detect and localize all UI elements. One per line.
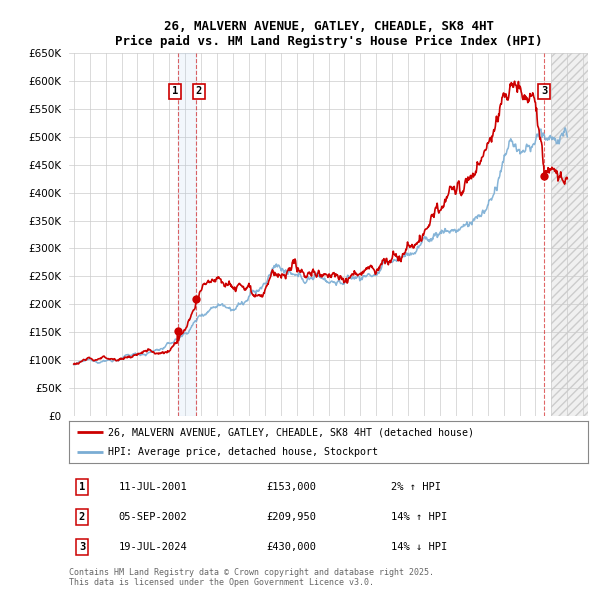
Text: HPI: Average price, detached house, Stockport: HPI: Average price, detached house, Stoc… [108,447,378,457]
Text: £153,000: £153,000 [266,482,316,492]
Text: £430,000: £430,000 [266,542,316,552]
Text: 05-SEP-2002: 05-SEP-2002 [118,512,187,522]
Text: Contains HM Land Registry data © Crown copyright and database right 2025.
This d: Contains HM Land Registry data © Crown c… [69,568,434,587]
Bar [178,53,196,416]
Text: 26, MALVERN AVENUE, GATLEY, CHEADLE, SK8 4HT (detached house): 26, MALVERN AVENUE, GATLEY, CHEADLE, SK8… [108,427,474,437]
Text: 14% ↓ HPI: 14% ↓ HPI [391,542,447,552]
Bar [551,53,588,416]
Text: 2: 2 [196,86,202,96]
Text: 14% ↑ HPI: 14% ↑ HPI [391,512,447,522]
Text: 19-JUL-2024: 19-JUL-2024 [118,542,187,552]
Text: 2% ↑ HPI: 2% ↑ HPI [391,482,441,492]
Title: 26, MALVERN AVENUE, GATLEY, CHEADLE, SK8 4HT
Price paid vs. HM Land Registry's H: 26, MALVERN AVENUE, GATLEY, CHEADLE, SK8… [115,19,542,48]
Text: 1: 1 [79,482,85,492]
Text: 1: 1 [172,86,178,96]
Text: £209,950: £209,950 [266,512,316,522]
Text: 3: 3 [541,86,547,96]
Text: 11-JUL-2001: 11-JUL-2001 [118,482,187,492]
Text: 2: 2 [79,512,85,522]
Text: 3: 3 [79,542,85,552]
